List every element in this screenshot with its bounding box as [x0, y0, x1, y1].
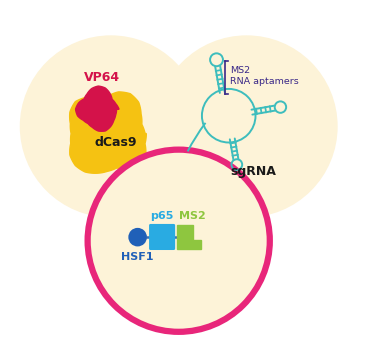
Polygon shape — [177, 225, 200, 249]
Polygon shape — [69, 92, 146, 173]
Text: MS2
RNA aptamers: MS2 RNA aptamers — [230, 66, 299, 86]
Text: VP64: VP64 — [84, 71, 120, 84]
Text: HSF1: HSF1 — [121, 252, 154, 262]
Circle shape — [20, 35, 202, 217]
Text: MS2: MS2 — [179, 211, 206, 221]
Circle shape — [156, 35, 338, 217]
Polygon shape — [76, 86, 119, 131]
FancyBboxPatch shape — [149, 224, 175, 250]
Text: sgRNA: sgRNA — [231, 165, 277, 178]
Text: p65: p65 — [151, 211, 174, 221]
Circle shape — [128, 228, 147, 247]
Text: dCas9: dCas9 — [95, 136, 137, 149]
Circle shape — [88, 150, 270, 332]
